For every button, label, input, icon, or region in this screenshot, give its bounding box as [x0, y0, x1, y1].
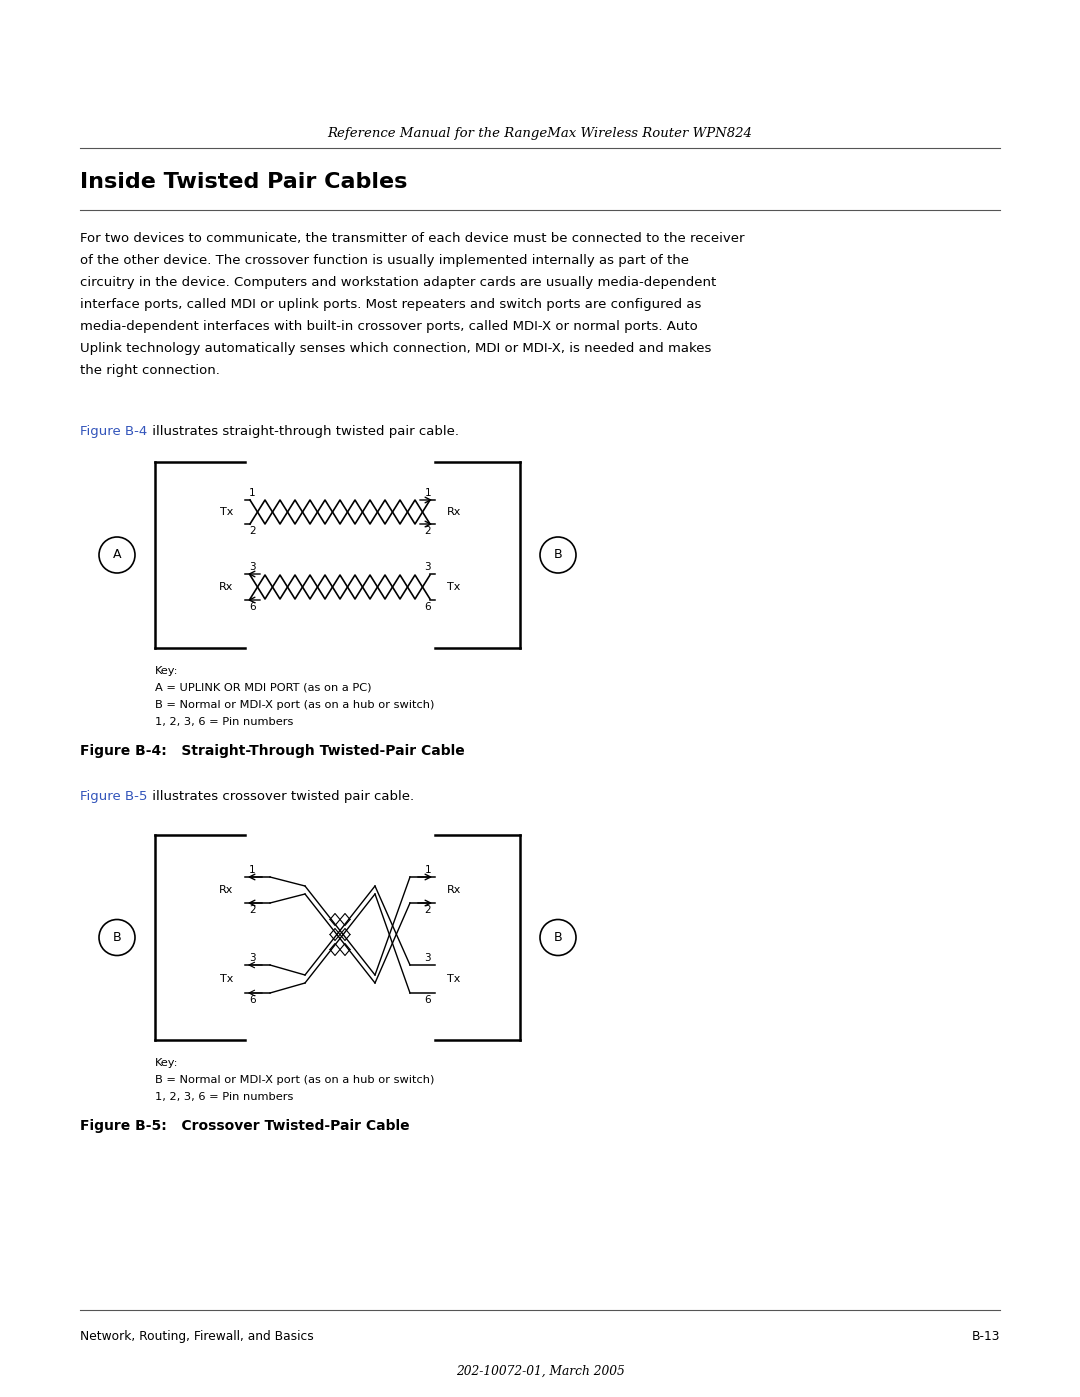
Text: 6: 6	[424, 995, 431, 1004]
Text: the right connection.: the right connection.	[80, 365, 220, 377]
Text: B: B	[554, 930, 563, 944]
Text: Tx: Tx	[447, 974, 460, 983]
Text: illustrates straight-through twisted pair cable.: illustrates straight-through twisted pai…	[148, 425, 459, 439]
Text: 2: 2	[424, 905, 431, 915]
Text: Inside Twisted Pair Cables: Inside Twisted Pair Cables	[80, 172, 407, 191]
Text: Tx: Tx	[447, 583, 460, 592]
Text: B-13: B-13	[972, 1330, 1000, 1343]
Text: Figure B-4: Figure B-4	[80, 425, 147, 439]
Text: 202-10072-01, March 2005: 202-10072-01, March 2005	[456, 1365, 624, 1377]
Text: 1: 1	[424, 865, 431, 875]
Text: 6: 6	[249, 602, 256, 612]
Text: Key:: Key:	[156, 1058, 178, 1067]
Text: 2: 2	[249, 905, 256, 915]
Text: 1, 2, 3, 6 = Pin numbers: 1, 2, 3, 6 = Pin numbers	[156, 1092, 294, 1102]
Text: 6: 6	[424, 602, 431, 612]
Text: Tx: Tx	[219, 974, 233, 983]
Text: B: B	[112, 930, 121, 944]
Text: of the other device. The crossover function is usually implemented internally as: of the other device. The crossover funct…	[80, 254, 689, 267]
Text: Rx: Rx	[447, 886, 461, 895]
Text: 2: 2	[249, 527, 256, 536]
Text: Figure B-5:   Crossover Twisted-Pair Cable: Figure B-5: Crossover Twisted-Pair Cable	[80, 1119, 409, 1133]
Text: Figure B-5: Figure B-5	[80, 789, 147, 803]
Text: B = Normal or MDI-X port (as on a hub or switch): B = Normal or MDI-X port (as on a hub or…	[156, 700, 434, 710]
Text: Figure B-4:   Straight-Through Twisted-Pair Cable: Figure B-4: Straight-Through Twisted-Pai…	[80, 745, 464, 759]
Text: Tx: Tx	[219, 507, 233, 517]
Text: 1: 1	[249, 865, 256, 875]
Text: Key:: Key:	[156, 666, 178, 676]
Text: 3: 3	[249, 562, 256, 571]
Text: For two devices to communicate, the transmitter of each device must be connected: For two devices to communicate, the tran…	[80, 232, 744, 244]
Text: 3: 3	[249, 953, 256, 963]
Text: circuitry in the device. Computers and workstation adapter cards are usually med: circuitry in the device. Computers and w…	[80, 277, 716, 289]
Text: 1, 2, 3, 6 = Pin numbers: 1, 2, 3, 6 = Pin numbers	[156, 717, 294, 726]
Text: Reference Manual for the RangeMax Wireless Router WPN824: Reference Manual for the RangeMax Wirele…	[327, 127, 753, 140]
Text: 2: 2	[424, 527, 431, 536]
Text: Network, Routing, Firewall, and Basics: Network, Routing, Firewall, and Basics	[80, 1330, 314, 1343]
Text: 3: 3	[424, 562, 431, 571]
Text: 3: 3	[424, 953, 431, 963]
Text: B: B	[554, 549, 563, 562]
Text: Rx: Rx	[218, 886, 233, 895]
Text: 1: 1	[424, 488, 431, 497]
Text: media-dependent interfaces with built-in crossover ports, called MDI-X or normal: media-dependent interfaces with built-in…	[80, 320, 698, 332]
Text: 6: 6	[249, 995, 256, 1004]
Text: Rx: Rx	[447, 507, 461, 517]
Text: A: A	[112, 549, 121, 562]
Text: Uplink technology automatically senses which connection, MDI or MDI-X, is needed: Uplink technology automatically senses w…	[80, 342, 712, 355]
Text: A = UPLINK OR MDI PORT (as on a PC): A = UPLINK OR MDI PORT (as on a PC)	[156, 683, 372, 693]
Text: Rx: Rx	[218, 583, 233, 592]
Text: illustrates crossover twisted pair cable.: illustrates crossover twisted pair cable…	[148, 789, 414, 803]
Text: 1: 1	[249, 488, 256, 497]
Text: interface ports, called MDI or uplink ports. Most repeaters and switch ports are: interface ports, called MDI or uplink po…	[80, 298, 701, 312]
Text: B = Normal or MDI-X port (as on a hub or switch): B = Normal or MDI-X port (as on a hub or…	[156, 1076, 434, 1085]
